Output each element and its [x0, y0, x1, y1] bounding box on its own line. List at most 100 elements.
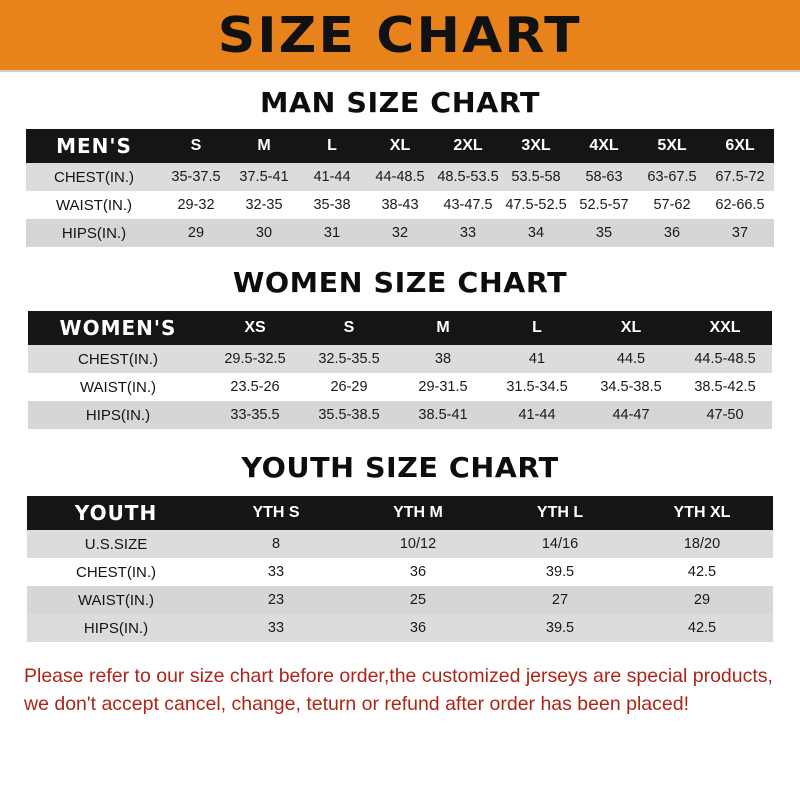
note-line-1: Please refer to our size chart before or…	[24, 665, 773, 687]
men-cell: 36	[638, 219, 706, 247]
youth-cell: 42.5	[631, 558, 773, 586]
table-row: WAIST(IN.) 23.5-26 26-29 29-31.5 31.5-34.5 34…	[28, 373, 772, 401]
men-cell: 32-35	[230, 191, 298, 219]
page-banner: SIZE CHART	[0, 0, 800, 72]
women-size-header: XL	[584, 311, 678, 345]
women-cell: 41-44	[490, 401, 584, 429]
men-cell: 67.5-72	[706, 163, 774, 191]
women-cell: 38.5-42.5	[678, 373, 772, 401]
men-cell: 63-67.5	[638, 163, 706, 191]
table-row: WAIST(IN.) 29-32 32-35 35-38 38-43 43-47.5 47.…	[26, 191, 774, 219]
youth-table-body: U.S.SIZE 8 10/12 14/16 18/20 CHEST(IN.) 33 36 39…	[27, 530, 773, 642]
women-header-row: WOMEN'S XS S M L XL XXL	[28, 311, 772, 345]
women-size-header: S	[302, 311, 396, 345]
women-cell: 26-29	[302, 373, 396, 401]
men-cell: 37.5-41	[230, 163, 298, 191]
men-size-header: 2XL	[434, 129, 502, 163]
men-size-header: L	[298, 129, 366, 163]
women-size-header: XXL	[678, 311, 772, 345]
table-row: HIPS(IN.) 29 30 31 32 33 34 35 36 37	[26, 219, 774, 247]
men-cell: 38-43	[366, 191, 434, 219]
youth-size-header: YTH L	[489, 496, 631, 530]
men-cell: 35-37.5	[162, 163, 230, 191]
women-cell: 44.5	[584, 345, 678, 373]
men-cell: 44-48.5	[366, 163, 434, 191]
table-row: HIPS(IN.) 33-35.5 35.5-38.5 38.5-41 41-44 44-…	[28, 401, 772, 429]
men-cell: 41-44	[298, 163, 366, 191]
men-size-header: S	[162, 129, 230, 163]
banner-title: SIZE CHART	[217, 6, 583, 64]
women-cell: 41	[490, 345, 584, 373]
men-cell: 35	[570, 219, 638, 247]
men-size-header: 6XL	[706, 129, 774, 163]
youth-cell: 36	[347, 558, 489, 586]
men-cell: 29-32	[162, 191, 230, 219]
women-cell: 38	[396, 345, 490, 373]
men-cell: 30	[230, 219, 298, 247]
women-cell: 47-50	[678, 401, 772, 429]
men-cell: 32	[366, 219, 434, 247]
women-size-header: L	[490, 311, 584, 345]
women-cell: 33-35.5	[208, 401, 302, 429]
youth-section-title: YOUTH SIZE CHART	[241, 451, 559, 484]
men-cell: 33	[434, 219, 502, 247]
women-cell: 35.5-38.5	[302, 401, 396, 429]
youth-size-table: YOUTH YTH S YTH M YTH L YTH XL U.S.SIZE 8 10/…	[27, 496, 773, 642]
youth-cell: 39.5	[489, 614, 631, 642]
men-cell: 53.5-58	[502, 163, 570, 191]
youth-cell: 18/20	[631, 530, 773, 558]
table-row: HIPS(IN.) 33 36 39.5 42.5	[27, 614, 773, 642]
men-size-header: M	[230, 129, 298, 163]
youth-cell: 27	[489, 586, 631, 614]
men-size-header: 5XL	[638, 129, 706, 163]
table-row: U.S.SIZE 8 10/12 14/16 18/20	[27, 530, 773, 558]
youth-corner-label: YOUTH	[27, 496, 205, 530]
women-row-label: HIPS(IN.)	[28, 401, 208, 429]
women-row-label: CHEST(IN.)	[28, 345, 208, 373]
youth-cell: 36	[347, 614, 489, 642]
women-cell: 44.5-48.5	[678, 345, 772, 373]
youth-cell: 25	[347, 586, 489, 614]
table-row: CHEST(IN.) 35-37.5 37.5-41 41-44 44-48.5 48.5…	[26, 163, 774, 191]
table-row: WAIST(IN.) 23 25 27 29	[27, 586, 773, 614]
youth-row-label: U.S.SIZE	[27, 530, 205, 558]
men-cell: 58-63	[570, 163, 638, 191]
youth-cell: 33	[205, 614, 347, 642]
youth-cell: 10/12	[347, 530, 489, 558]
men-cell: 48.5-53.5	[434, 163, 502, 191]
youth-cell: 33	[205, 558, 347, 586]
men-cell: 62-66.5	[706, 191, 774, 219]
men-size-header: 3XL	[502, 129, 570, 163]
men-cell: 52.5-57	[570, 191, 638, 219]
youth-size-header: YTH S	[205, 496, 347, 530]
women-cell: 29-31.5	[396, 373, 490, 401]
women-cell: 34.5-38.5	[584, 373, 678, 401]
women-section-title: WOMEN SIZE CHART	[232, 266, 568, 299]
women-cell: 23.5-26	[208, 373, 302, 401]
youth-cell: 42.5	[631, 614, 773, 642]
women-cell: 29.5-32.5	[208, 345, 302, 373]
youth-row-label: CHEST(IN.)	[27, 558, 205, 586]
youth-cell: 8	[205, 530, 347, 558]
men-cell: 31	[298, 219, 366, 247]
youth-size-header: YTH M	[347, 496, 489, 530]
men-size-table: MEN'S S M L XL 2XL 3XL 4XL 5XL 6XL CHEST(IN.) 35-…	[26, 129, 774, 247]
men-row-label: CHEST(IN.)	[26, 163, 162, 191]
men-size-header: XL	[366, 129, 434, 163]
men-table-body: CHEST(IN.) 35-37.5 37.5-41 41-44 44-48.5 48.5…	[26, 163, 774, 247]
women-size-header: XS	[208, 311, 302, 345]
men-cell: 43-47.5	[434, 191, 502, 219]
order-policy-note: Please refer to our size chart before or…	[24, 662, 776, 719]
women-cell: 38.5-41	[396, 401, 490, 429]
youth-cell: 14/16	[489, 530, 631, 558]
youth-row-label: WAIST(IN.)	[27, 586, 205, 614]
women-cell: 32.5-35.5	[302, 345, 396, 373]
men-cell: 57-62	[638, 191, 706, 219]
men-cell: 35-38	[298, 191, 366, 219]
women-cell: 31.5-34.5	[490, 373, 584, 401]
men-row-label: HIPS(IN.)	[26, 219, 162, 247]
men-row-label: WAIST(IN.)	[26, 191, 162, 219]
men-cell: 37	[706, 219, 774, 247]
note-line-2: we don't accept cancel, change, teturn o…	[24, 693, 689, 716]
